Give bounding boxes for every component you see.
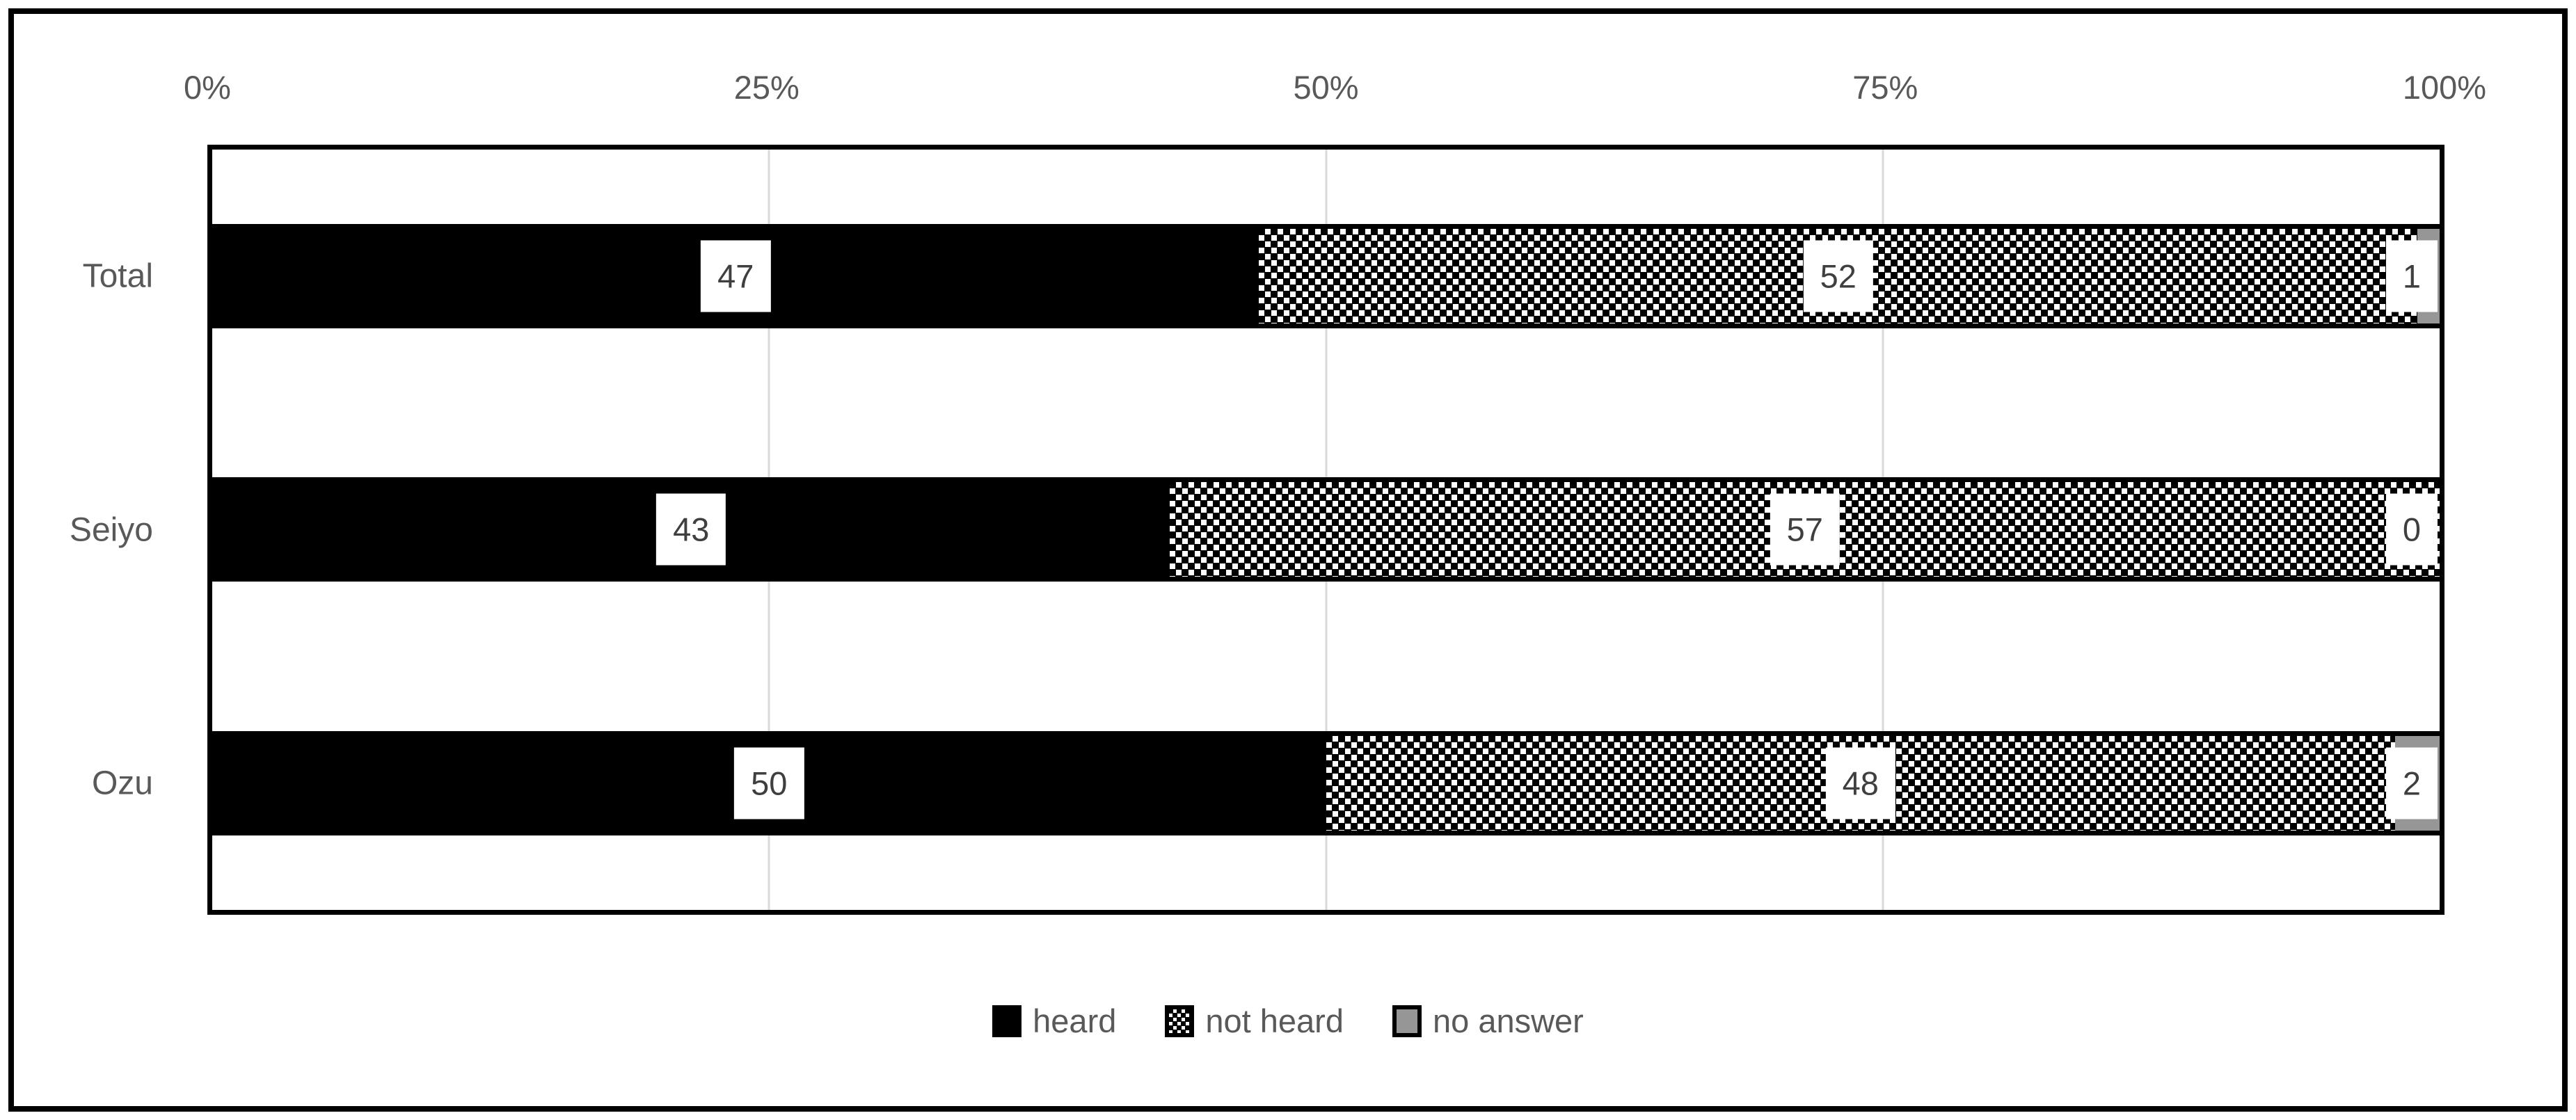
data-label-heard: 47 [701, 240, 771, 312]
data-label-heard: 50 [734, 747, 804, 819]
plot-area: 47 52 1 43 57 0 50 48 2 [207, 145, 2444, 915]
category-label-total: Total [82, 257, 153, 295]
category-label-seiyo: Seiyo [69, 511, 153, 548]
data-label-no-answer: 0 [2385, 493, 2438, 566]
data-label-not-heard: 48 [1825, 747, 1895, 819]
legend-item-no-answer: no answer [1392, 1002, 1584, 1040]
legend-swatch-heard-icon [992, 1005, 1022, 1037]
x-axis-tick-label: 50% [1293, 69, 1359, 106]
stacked-bar-seiyo: 43 57 0 [212, 477, 2440, 582]
legend-swatch-no-answer-icon [1392, 1005, 1422, 1037]
legend-label: heard [1033, 1002, 1117, 1039]
chart-frame: 0% 25% 50% 75% 100% 47 52 1 43 57 0 50 48 2 Total Sei… [8, 8, 2568, 1112]
legend-label: no answer [1432, 1002, 1584, 1039]
legend-label: not heard [1205, 1002, 1344, 1039]
data-label-not-heard: 57 [1770, 493, 1840, 566]
data-label-not-heard: 52 [1803, 240, 1873, 312]
data-label-no-answer: 2 [2385, 747, 2438, 819]
category-label-ozu: Ozu [91, 765, 153, 802]
data-label-heard: 43 [656, 493, 726, 566]
bar-band-total: 47 52 1 [212, 150, 2440, 403]
data-label-no-answer: 1 [2385, 240, 2438, 312]
stacked-bar-ozu: 50 48 2 [212, 730, 2440, 835]
x-axis-tick-label: 25% [733, 69, 800, 106]
bar-band-ozu: 50 48 2 [212, 657, 2440, 910]
legend-swatch-not-heard-icon [1165, 1005, 1195, 1037]
legend-item-not-heard: not heard [1165, 1002, 1344, 1040]
x-axis-tick-label: 75% [1852, 69, 1918, 106]
stacked-bar-total: 47 52 1 [212, 224, 2440, 329]
legend: heard not heard no answer [14, 1002, 2562, 1040]
x-axis-tick-label: 0% [184, 69, 231, 106]
bar-band-seiyo: 43 57 0 [212, 403, 2440, 656]
x-axis-tick-label: 100% [2402, 69, 2487, 106]
legend-item-heard: heard [992, 1002, 1116, 1040]
